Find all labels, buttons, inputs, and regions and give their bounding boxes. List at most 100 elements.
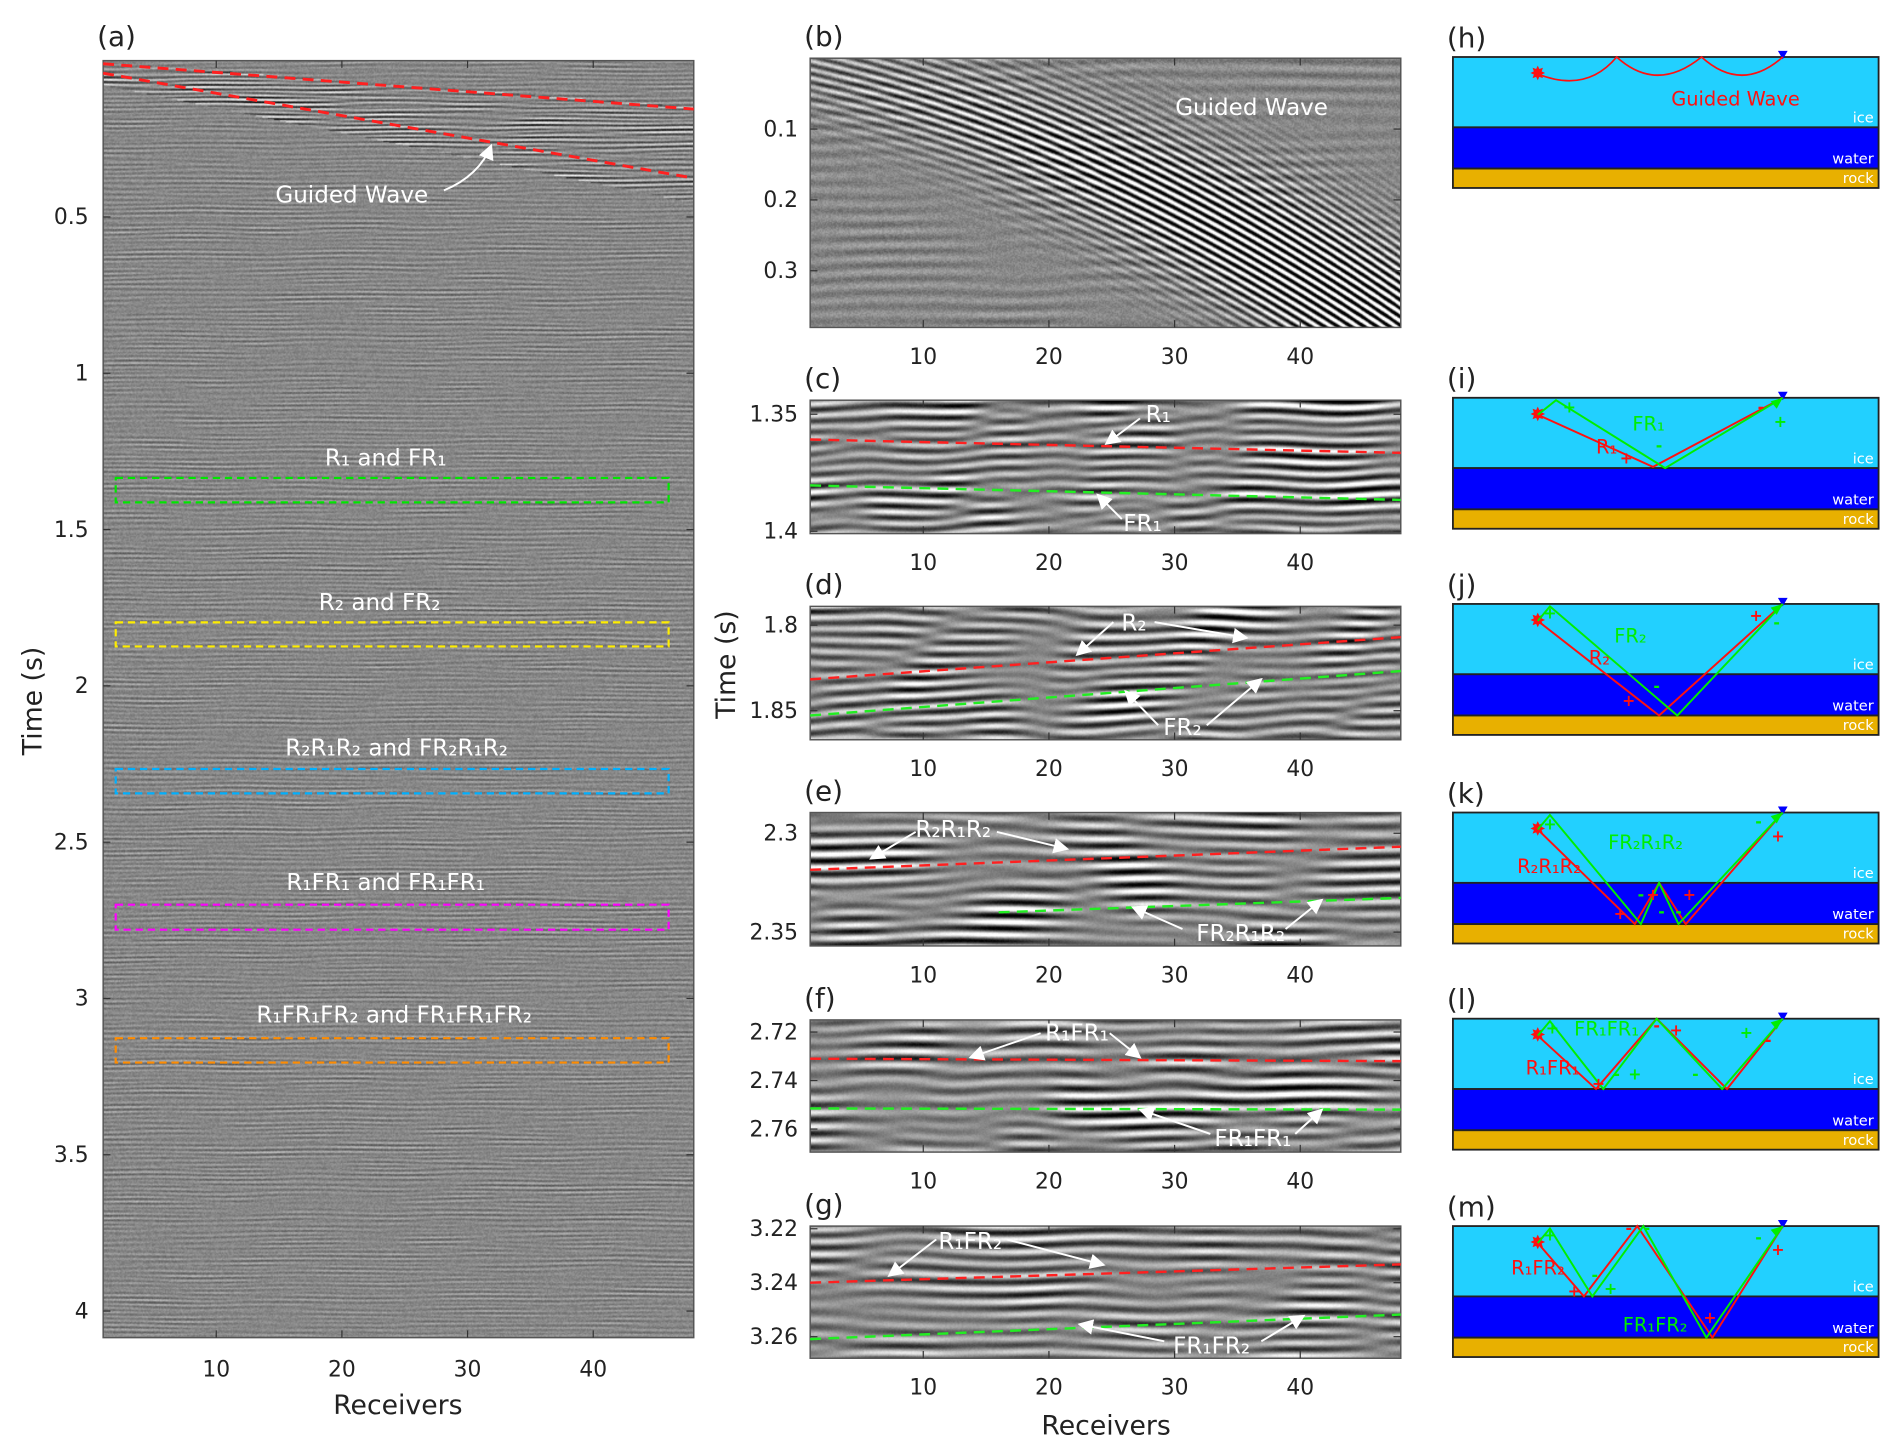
- seismic-image-e: [810, 812, 1401, 946]
- rock-layer: [1452, 1129, 1880, 1151]
- annotation-arrow: [869, 831, 917, 860]
- y-tick-label: 3.5: [54, 1143, 89, 1168]
- diagram-label: (j): [1447, 568, 1477, 601]
- polarity-sign: +: [1740, 1023, 1753, 1042]
- y-tick-label: 1.35: [749, 403, 798, 428]
- polarity-sign: +: [1563, 397, 1576, 416]
- y-tick-label: 3.24: [749, 1271, 798, 1296]
- analysis-window-box: [114, 767, 670, 795]
- water-label: water: [1832, 906, 1873, 923]
- window-label-5: R₁FR₁FR₂ and FR₁FR₁FR₂: [256, 1002, 532, 1028]
- event-pick-line: [102, 71, 695, 180]
- axes-frame-a: [102, 59, 695, 1339]
- y-tick-label: 2.76: [749, 1117, 798, 1142]
- polarity-sign: +: [1568, 1281, 1581, 1300]
- event-pick-line: [810, 1057, 1401, 1063]
- panel-label-c: (c): [804, 362, 841, 395]
- rock-label: rock: [1843, 1132, 1875, 1149]
- annotation-arrow: [1006, 1238, 1106, 1269]
- annotation-arrow: [1075, 621, 1115, 657]
- water-layer: [1452, 467, 1880, 511]
- rock-layer: [1452, 508, 1880, 530]
- polarity-sign: +: [1592, 1074, 1605, 1093]
- axes-frame-d: [809, 605, 1402, 741]
- analysis-window-box: [114, 903, 670, 931]
- x-tick-label: 20: [1035, 1169, 1063, 1194]
- x-tick-label: 40: [1286, 345, 1314, 370]
- rock-label: rock: [1843, 717, 1875, 734]
- seismic-image-b: [810, 58, 1401, 328]
- polarity-sign: +: [1622, 691, 1635, 710]
- rock-label: rock: [1843, 926, 1875, 943]
- ray-label: FR₁: [1632, 413, 1664, 436]
- y-tick-label: 1.85: [749, 699, 798, 724]
- x-tick-label: 40: [1286, 551, 1314, 576]
- ray-label: R₁FR₂: [1511, 1257, 1565, 1280]
- ray-path-red: [1537, 396, 1784, 468]
- axes-frame-g: [809, 1225, 1402, 1359]
- panel-a: 10 20 30 40 0.5 1 1.5 2 2.5 3 3.5 4: [54, 59, 695, 1382]
- x-tick-label: 20: [1035, 757, 1063, 782]
- polarity-sign: -: [1692, 1064, 1699, 1083]
- receiver-icon: [1777, 806, 1788, 815]
- window-label-3: R₂R₁R₂ and FR₂R₁R₂: [285, 736, 508, 762]
- diagram-h: (h) ice water rock ✸ Guided Wave: [1447, 21, 1880, 189]
- y-tick-label: 2.72: [749, 1020, 798, 1045]
- annotation-arrow: [996, 830, 1070, 854]
- ray-path-red: [1537, 1224, 1784, 1340]
- seismic-panels: 10 20 30 40 0.5 1 1.5 2 2.5 3 3.5 4 10 20 30 40 0.1 0.2 0.…: [54, 57, 1402, 1401]
- water-layer: [1452, 1088, 1880, 1132]
- y-tick-label: 0.5: [54, 205, 89, 230]
- guided-wave-arrow: [443, 143, 494, 192]
- ray-arrowhead: [1770, 1018, 1783, 1030]
- polarity-sign: +: [1628, 1064, 1641, 1083]
- polarity-sign: -: [1755, 812, 1762, 831]
- ice-label: ice: [1853, 109, 1874, 126]
- polarity-sign: +: [1614, 904, 1627, 923]
- polarity-sign: +: [1543, 1226, 1556, 1245]
- ice-layer: [1452, 56, 1880, 129]
- ray-label: R₂: [1589, 647, 1610, 670]
- polarity-sign: +: [1774, 412, 1787, 431]
- panel-label-a: (a): [97, 20, 136, 53]
- annotation-arrow: [1096, 493, 1123, 520]
- ice-layer: [1452, 396, 1880, 470]
- x-tick-label: 10: [909, 551, 937, 576]
- panel-label-e: (e): [804, 774, 843, 807]
- ray-label: R₁: [1596, 436, 1617, 459]
- polarity-sign: +: [1604, 1279, 1617, 1298]
- panel-d: 10 20 30 40 1.8 1.85: [749, 605, 1402, 782]
- ice-layer: [1452, 811, 1880, 884]
- water-layer: [1452, 1295, 1880, 1339]
- ray-path-green: [1537, 1224, 1784, 1340]
- y-tick-label: 0.2: [763, 188, 798, 213]
- x-tick-label: 30: [1161, 963, 1189, 988]
- ray-path-green: [1537, 1017, 1784, 1091]
- y-axis-label-a: Time (s): [17, 647, 48, 756]
- event-label-r1fr2: R₁FR₂: [938, 1229, 1002, 1255]
- annotation-arrow: [1124, 689, 1159, 726]
- y-tick-label: 2.5: [54, 830, 89, 855]
- ray-path-red: [1537, 603, 1784, 717]
- rock-label: rock: [1843, 511, 1875, 528]
- event-label-fr1: FR₁: [1123, 511, 1161, 537]
- polarity-sign: -: [1653, 676, 1660, 695]
- rock-layer: [1452, 923, 1880, 945]
- polarity-sign: +: [1669, 1021, 1682, 1040]
- ray-label: Guided Wave: [1671, 88, 1800, 111]
- x-tick-label: 20: [1035, 551, 1063, 576]
- panel-c: 10 20 30 40 1.35 1.4: [749, 399, 1402, 576]
- guided-wave-label-a: Guided Wave: [275, 183, 428, 209]
- y-tick-label: 1.5: [54, 518, 89, 543]
- polarity-sign: +: [1543, 815, 1556, 834]
- analysis-window-box: [114, 621, 670, 648]
- source-icon: ✸: [1530, 62, 1546, 85]
- x-tick-label: 10: [909, 345, 937, 370]
- panel-label-d: (d): [804, 568, 843, 601]
- water-label: water: [1832, 698, 1873, 715]
- x-tick-label: 20: [1035, 1376, 1063, 1401]
- annotation-arrow: [1130, 905, 1183, 930]
